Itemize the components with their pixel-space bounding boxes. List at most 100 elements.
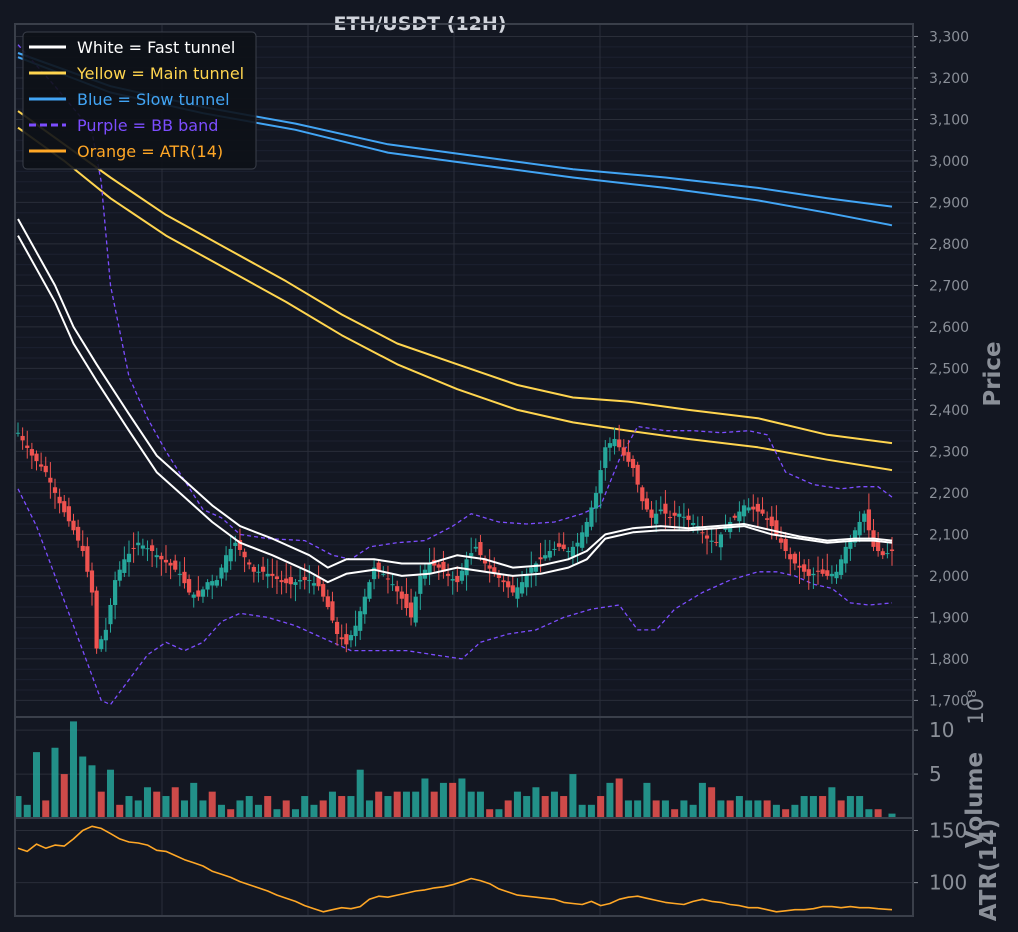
candle-body [57,496,62,504]
candle-body [654,513,659,524]
volume-bar [837,800,845,818]
candle-body [210,581,215,586]
volume-bar [634,800,642,818]
candle-body [395,586,400,592]
volume-bar [782,809,790,818]
volume-bar [865,809,873,818]
candle-body [478,542,483,556]
candle-body [538,557,543,560]
volume-bar [217,804,225,818]
volume-bar [569,774,577,818]
candle-body [200,589,206,597]
tick-label: 2,900 [929,195,969,211]
candle-body [677,513,682,517]
candle-body [575,542,580,547]
volume-bar [735,796,743,818]
candle-body [691,523,696,525]
volume-bar [541,796,549,818]
volume-bar [615,778,623,818]
candle-body [612,438,617,447]
candle-body [640,487,645,502]
volume-bar [430,791,438,818]
candle-body [797,565,802,568]
atr-axis-label: ATR(14) [976,819,1002,921]
candle-body [792,553,797,564]
tick-label: 1,700 [929,693,969,709]
candle-body [570,546,576,557]
candle-body [857,521,862,536]
candle-body [191,594,196,598]
candle-body [71,520,76,531]
volume-bar [23,804,31,818]
candle-body [533,563,539,572]
legend-label: Yellow = Main tunnel [76,64,244,83]
price-axis-label: Price [980,341,1006,406]
candle-body [25,445,30,448]
volume-bar [888,813,896,818]
candle-body [371,567,377,580]
candle-body [598,470,603,494]
tick-label: 100 [929,871,967,895]
candle-body [556,543,562,547]
bb-lower-band [17,488,893,706]
candle-body [362,596,367,615]
candle-body [450,579,455,581]
candle-body [806,569,811,576]
candle-body [376,562,381,571]
candle-body [89,570,95,593]
candle-body [714,541,719,543]
candle-body [487,565,492,569]
volume-bar [162,796,170,818]
candle-body [122,559,127,573]
candle-body [889,549,895,552]
candle-body [237,540,243,550]
candle-body [774,520,779,535]
legend-box [22,31,257,170]
volume-bar [643,782,651,818]
candle-body [848,538,853,549]
candle-body [140,545,145,549]
candle-body [885,553,890,555]
candle-body [302,576,307,581]
candle-body [866,509,871,531]
candle-body [48,477,53,483]
candle-body [15,432,21,434]
volume-bar [319,800,327,818]
candle-body [755,503,760,512]
volume-bar [328,791,336,818]
candle-body [159,555,164,560]
volume-bar [458,778,466,818]
tick-label: 2,500 [929,361,969,377]
atr-line [17,825,893,913]
candle-body [778,538,784,543]
candle-body [182,571,187,584]
volume-bar [365,800,373,818]
candle-body [344,634,349,645]
candle-body [510,585,515,593]
candle-body [108,604,113,625]
main-tunnel-upper [17,110,893,445]
volume-bar [236,800,244,818]
volume-bar [717,800,725,818]
candle-body [529,567,534,573]
candle-body [288,577,293,585]
candle-body [718,534,723,548]
candle-body [256,571,261,573]
volume-bar [153,791,161,818]
candle-body [811,573,816,576]
candle-body [566,551,571,553]
volume-bar [51,747,59,818]
volume-bar [79,756,87,818]
tick-label: 2,800 [929,237,969,253]
candle-body [515,587,520,599]
tick-label: 3,000 [929,154,969,170]
candle-body [214,580,219,586]
candle-body [635,464,640,485]
volume-bar [97,791,105,818]
candle-body [413,596,418,623]
volume-bar [449,782,457,818]
candle-body [802,564,807,572]
tick-label: 2,400 [929,403,969,419]
candle-body [325,596,330,608]
volume-bar [828,787,836,818]
